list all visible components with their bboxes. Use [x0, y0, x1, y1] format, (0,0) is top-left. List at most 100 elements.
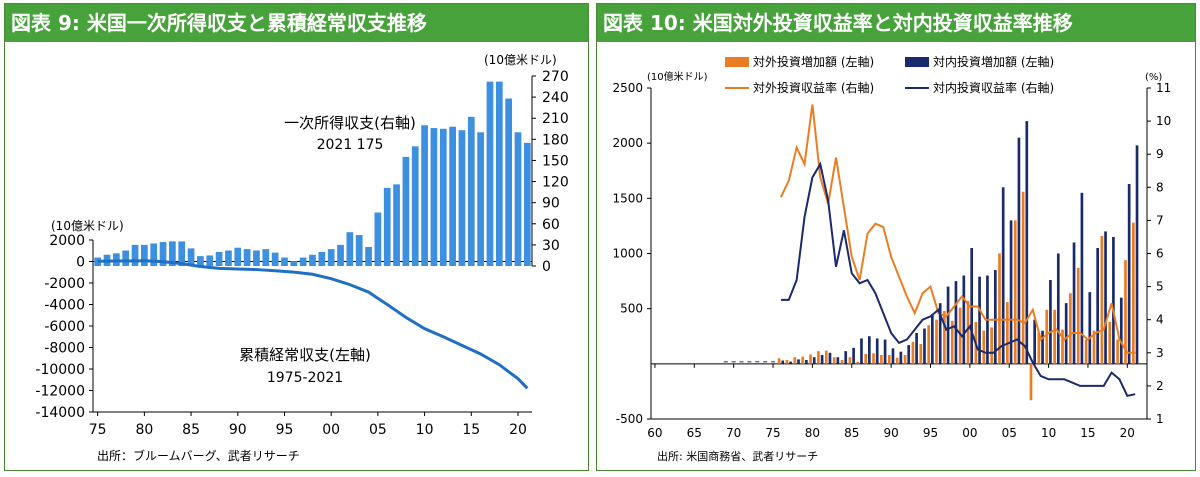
inward-investment-bar: [1104, 231, 1107, 364]
outward-investment-bar: [1006, 302, 1009, 364]
outward-investment-bar: [872, 353, 875, 364]
x-tick-label: 80: [135, 422, 153, 438]
outward-investment-bar: [832, 357, 836, 364]
left-y-tick-label: 2000: [49, 233, 85, 249]
annotation-period: 1975-2021: [267, 370, 343, 386]
x-tick-label: 95: [276, 422, 294, 438]
primary-income-bar: [318, 251, 326, 266]
primary-income-bar: [411, 146, 419, 266]
outward-investment-bar: [1037, 332, 1041, 364]
outward-investment-bar: [809, 354, 812, 364]
outward-investment-bar: [801, 356, 805, 364]
outward-investment-bar: [998, 253, 1001, 364]
outward-investment-bar: [880, 355, 883, 364]
legend-outward-investment-label: 対外投資増加額 (左軸): [753, 54, 874, 69]
x-tick-label: 70: [726, 426, 741, 440]
outward-investment-bar: [966, 300, 970, 364]
inward-investment-bar: [1127, 183, 1131, 364]
outward-investment-bar: [887, 355, 891, 364]
inward-investment-bar: [820, 355, 824, 364]
right-y-tick-label: 180: [542, 132, 569, 148]
left-y-tick-label: 2000: [612, 136, 643, 150]
right-y-tick-label: 1: [1156, 412, 1164, 426]
inward-investment-bar: [883, 339, 887, 364]
x-tick-label: 90: [229, 422, 247, 438]
right-y-tick-label: 30: [542, 238, 560, 254]
primary-income-bar: [271, 252, 279, 266]
primary-income-bar: [449, 126, 456, 267]
inward-investment-bar: [1135, 145, 1139, 364]
left-y-unit-label: (10億米ドル): [51, 219, 124, 233]
outward-investment-bar: [903, 355, 907, 364]
annotation-2021-value: 2021 175: [317, 137, 384, 153]
left-y-tick-label: -12000: [35, 384, 85, 400]
primary-income-bar: [514, 132, 522, 266]
x-tick-label: 00: [322, 422, 340, 438]
inward-investment-bar: [1049, 279, 1052, 364]
primary-income-bar: [365, 247, 372, 266]
inward-investment-bar: [789, 361, 792, 364]
outward-investment-bar: [1045, 309, 1049, 364]
left-y-tick-label: -8000: [44, 341, 85, 357]
primary-income-bar: [402, 156, 410, 266]
outward-investment-bar: [864, 353, 868, 364]
inward-investment-bar: [852, 347, 855, 364]
outward-investment-bar: [1100, 235, 1104, 364]
legend-outward-investment-swatch: [725, 57, 749, 67]
inward-investment-bar: [797, 359, 800, 364]
left-y-tick-label: 1500: [612, 191, 643, 205]
inward-investment-bar: [1033, 319, 1037, 364]
x-tick-label: 60: [647, 426, 662, 440]
primary-income-bar: [393, 184, 400, 266]
left-y-tick-label: -500: [616, 412, 643, 426]
x-tick-label: 85: [182, 422, 200, 438]
inward-investment-bar: [868, 336, 871, 364]
left-y-tick-label: 1000: [612, 247, 643, 261]
cumulative-current-account-line: [97, 259, 529, 390]
right-y-tick-label: 240: [542, 90, 569, 106]
inward-investment-bar: [1064, 303, 1068, 364]
primary-income-bar: [141, 244, 148, 266]
outward-investment-bar: [919, 343, 923, 364]
right-y-tick-label: 6: [1156, 247, 1164, 261]
primary-income-bar: [187, 248, 195, 266]
outward-investment-bar: [1021, 191, 1025, 364]
primary-income-bar: [421, 125, 428, 266]
x-tick-label: 75: [765, 426, 780, 440]
left-y-tick-label: 500: [620, 302, 643, 316]
outward-investment-bar: [927, 325, 930, 364]
outward-investment-bar: [1069, 293, 1072, 364]
inward-investment-bar: [844, 351, 848, 364]
right-y-tick-label: 3: [1156, 346, 1164, 360]
source-note-right: 出所: 米国商務省、武者リサーチ: [657, 449, 818, 463]
primary-income-bar: [439, 128, 447, 266]
inward-investment-bar: [1096, 247, 1100, 364]
annotation-cumulative-ca: 累積経常収支(左軸): [239, 346, 371, 364]
right-y-tick-label: 0: [542, 259, 551, 275]
primary-income-bar: [262, 249, 270, 266]
outward-investment-bar: [1061, 329, 1064, 364]
primary-income-bar: [523, 142, 531, 266]
outward-investment-bar: [1053, 309, 1056, 364]
right-y-tick-label: 60: [542, 217, 560, 233]
outward-investment-bar: [1132, 222, 1135, 364]
primary-income-bar: [243, 249, 251, 266]
inward-investment-bar: [954, 281, 958, 364]
inward-investment-bar: [993, 270, 997, 364]
primary-income-bar: [290, 261, 298, 266]
left-y-tick-label: -14000: [35, 405, 85, 421]
right-y-tick-label: 270: [542, 69, 569, 85]
outward-investment-bar: [982, 330, 986, 364]
left-y-tick-label: -4000: [44, 298, 85, 314]
left-y-tick-label: -2000: [44, 276, 85, 292]
x-tick-label: 15: [1080, 426, 1095, 440]
right-y-tick-label: 2: [1156, 379, 1164, 393]
x-tick-label: 95: [923, 426, 938, 440]
x-tick-label: 05: [1002, 426, 1017, 440]
left-y-tick-label: -10000: [35, 362, 85, 378]
right-y-tick-label: 90: [542, 196, 560, 212]
left-y-tick-label: 2500: [612, 81, 643, 95]
primary-income-bar: [197, 256, 204, 266]
inward-investment-bar: [938, 303, 942, 364]
x-tick-label: 90: [883, 426, 898, 440]
